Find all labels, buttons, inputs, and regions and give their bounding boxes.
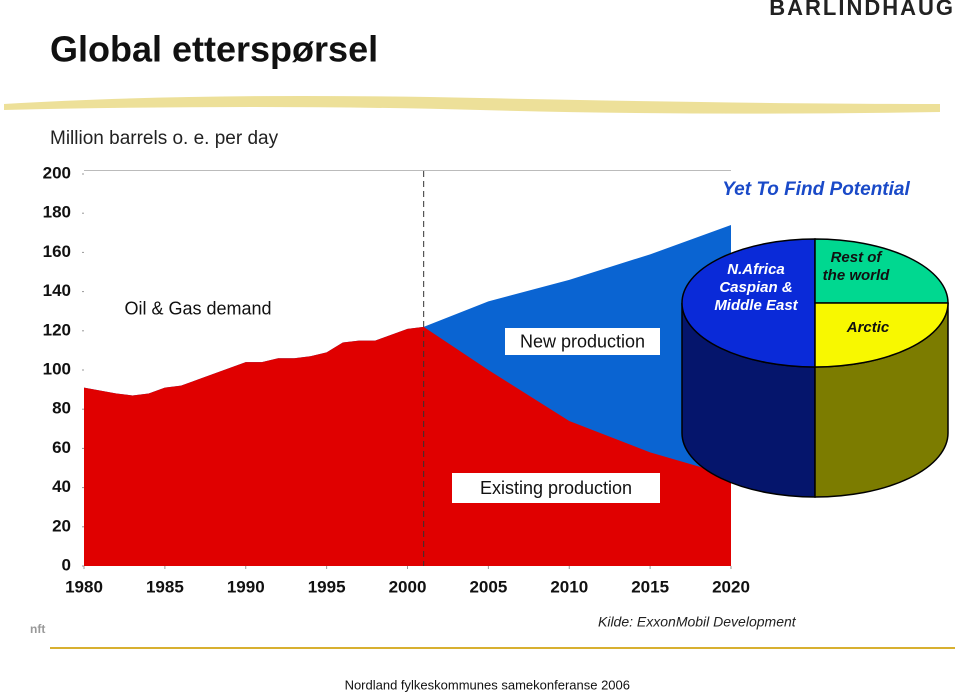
x-tick-label: 2000	[389, 577, 427, 596]
unit-label: Million barrels o. e. per day	[50, 128, 279, 149]
logo: BARLINDHAUG	[769, 0, 955, 20]
x-tick-label: 1995	[308, 577, 346, 596]
y-tick-label: 60	[52, 438, 71, 457]
area	[84, 326, 731, 566]
pie-slice	[681, 238, 816, 368]
pie-slice	[814, 238, 949, 304]
y-tick-label: 200	[43, 163, 71, 182]
x-tick-label: 2005	[469, 577, 507, 596]
x-tick-label: 1990	[227, 577, 265, 596]
y-tick-label: 160	[43, 242, 71, 261]
pie-label: N.Africa Caspian & Middle East	[714, 261, 798, 314]
source: Kilde: ExxonMobil Development	[598, 614, 797, 630]
series-label: Oil & Gas demand	[124, 298, 271, 318]
y-tick-label: 180	[43, 203, 71, 222]
series-label-box	[113, 295, 283, 322]
x-tick-label: 2020	[712, 577, 750, 596]
y-tick-label: 100	[43, 359, 71, 378]
pie-label: Rest of the world	[823, 249, 891, 284]
y-tick-label: 140	[43, 281, 71, 300]
series-label-box	[452, 473, 660, 503]
annotation-box	[505, 328, 660, 355]
y-tick-label: 40	[52, 477, 71, 496]
y-tick-label: 80	[52, 399, 71, 418]
annotation: New production	[520, 331, 645, 351]
y-tick-label: 120	[43, 320, 71, 339]
x-tick-label: 2010	[550, 577, 588, 596]
y-tick-label: 20	[52, 516, 71, 535]
pie-slice	[814, 302, 949, 368]
x-tick-label: 2015	[631, 577, 669, 596]
x-tick-label: 1985	[146, 577, 184, 596]
series-label: Existing production	[480, 478, 632, 498]
slide-title: Global etterspørsel	[50, 29, 378, 70]
chart: 0 20 40 60 80 100 120 140 160 180 200 1980 1985 1990 1…	[43, 163, 949, 596]
title-underline	[4, 96, 940, 114]
footer-text: Nordland fylkeskommunes samekonferanse 2…	[345, 677, 630, 692]
small-logo: nft	[30, 622, 45, 636]
pie-label: Arctic	[846, 319, 890, 336]
pie-title: Yet To Find Potential	[722, 179, 910, 200]
y-tick-label: 0	[62, 555, 71, 574]
x-tick-label: 1980	[65, 577, 103, 596]
